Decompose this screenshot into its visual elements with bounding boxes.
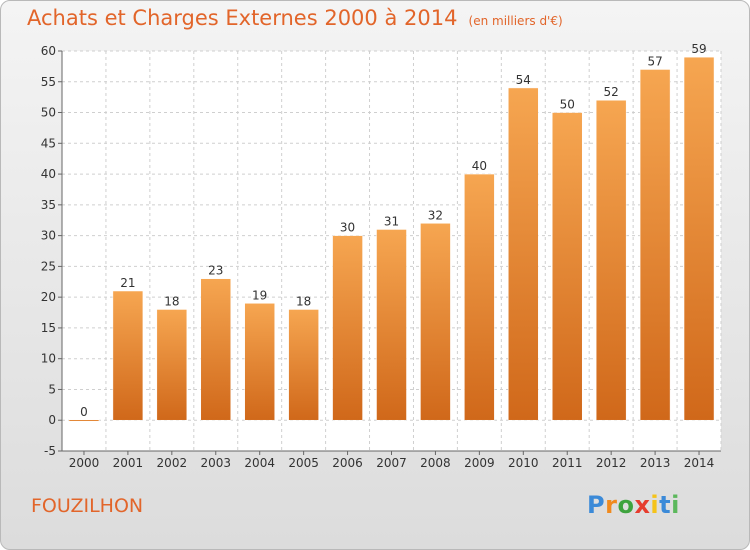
proxiti-logo[interactable]: Proxiti — [587, 491, 680, 519]
value-label-2007: 31 — [384, 214, 399, 228]
y-tick-label: 45 — [41, 136, 56, 150]
title-row: Achats et Charges Externes 2000 à 2014 (… — [27, 6, 563, 30]
value-label-2010: 54 — [516, 73, 531, 87]
bar-2006 — [332, 235, 363, 421]
value-label-2006: 30 — [340, 221, 355, 235]
bar-2008 — [420, 223, 451, 421]
logo-letter: o — [617, 491, 635, 519]
bar-2004 — [244, 303, 275, 421]
chart-title: Achats et Charges Externes 2000 à 2014 — [27, 6, 458, 30]
x-tick-label-2002: 2002 — [157, 456, 188, 470]
x-tick-label-2011: 2011 — [552, 456, 583, 470]
value-label-2014: 59 — [691, 42, 706, 56]
x-tick-label-2000: 2000 — [69, 456, 100, 470]
value-label-2011: 50 — [560, 98, 575, 112]
bar-2010 — [508, 87, 539, 421]
value-label-2008: 32 — [428, 208, 443, 222]
x-tick-label-2013: 2013 — [640, 456, 671, 470]
bar-layer — [68, 56, 715, 422]
value-label-2003: 23 — [208, 264, 223, 278]
x-tick-label-2010: 2010 — [508, 456, 539, 470]
value-label-2013: 57 — [647, 54, 662, 68]
bar-2012 — [595, 99, 627, 421]
value-label-2004: 19 — [252, 288, 267, 302]
axis-layer: -5 0 5 10 15 20 25 30 35 40 45 50 55 60 2000 2001 2002 20… — [41, 44, 721, 470]
label-layer: 0 21 18 23 19 18 30 31 32 40 54 50 52 57 59 — [80, 42, 707, 419]
y-tick-label: 50 — [41, 106, 56, 120]
bar-2011 — [551, 112, 583, 421]
logo-letter: t — [659, 491, 672, 519]
x-tick-label-2012: 2012 — [596, 456, 627, 470]
y-tick-label: 40 — [41, 167, 56, 181]
logo-letter: P — [587, 491, 606, 519]
x-tick-label-2009: 2009 — [464, 456, 495, 470]
value-label-2005: 18 — [296, 294, 311, 308]
x-tick-label-2008: 2008 — [420, 456, 451, 470]
value-label-2012: 52 — [604, 85, 619, 99]
value-label-2002: 18 — [164, 294, 179, 308]
bar-2002 — [156, 309, 188, 421]
x-tick-label-2007: 2007 — [376, 456, 407, 470]
bar-2000 — [68, 419, 100, 422]
y-tick-label: 30 — [41, 229, 56, 243]
bar-2009 — [464, 173, 495, 421]
x-tick-label-2004: 2004 — [244, 456, 275, 470]
bar-2001 — [112, 290, 144, 421]
value-label-2001: 21 — [120, 276, 135, 290]
y-tick-label: 35 — [41, 198, 56, 212]
y-tick-label: 0 — [48, 413, 56, 427]
bar-2003 — [200, 278, 232, 421]
bar-2005 — [288, 309, 319, 421]
y-tick-label: 60 — [41, 44, 56, 58]
x-tick-label-2001: 2001 — [113, 456, 144, 470]
bar-2013 — [639, 69, 671, 421]
place-name: FOUZILHON — [31, 495, 144, 517]
logo-letter: i — [650, 491, 660, 519]
x-tick-label-2003: 2003 — [200, 456, 231, 470]
y-tick-label: 5 — [48, 382, 56, 396]
value-label-2000: 0 — [80, 405, 88, 419]
bar-2007 — [376, 229, 407, 421]
logo-letter: x — [634, 491, 651, 519]
x-tick-label-2006: 2006 — [332, 456, 363, 470]
x-tick-label-2005: 2005 — [288, 456, 319, 470]
value-label-2009: 40 — [472, 159, 487, 173]
x-tick-label-2014: 2014 — [684, 456, 715, 470]
y-tick-label: -5 — [44, 444, 56, 458]
y-tick-label: 15 — [41, 321, 56, 335]
y-tick-label: 55 — [41, 75, 56, 89]
logo-letter: r — [605, 491, 618, 519]
logo-letter: i — [671, 491, 680, 519]
chart-subtitle: (en milliers d'€) — [468, 14, 563, 28]
y-tick-label: 10 — [41, 352, 56, 366]
y-tick-label: 25 — [41, 259, 56, 273]
y-tick-label: 20 — [41, 290, 56, 304]
bar-2014 — [683, 56, 715, 421]
